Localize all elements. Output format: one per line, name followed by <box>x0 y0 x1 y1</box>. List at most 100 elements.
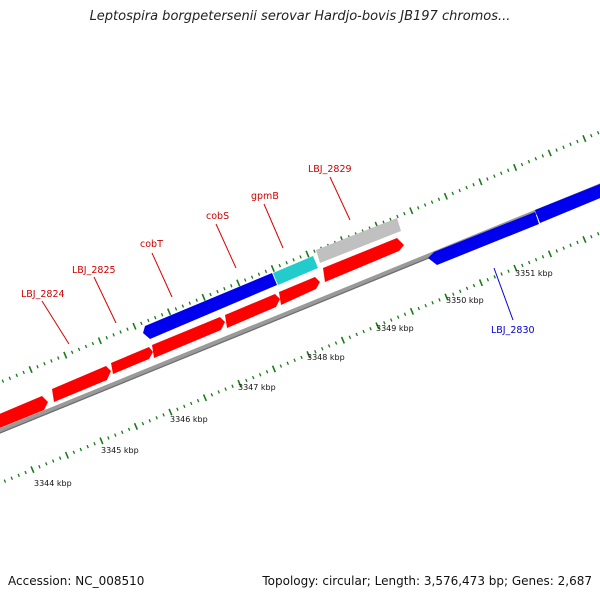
minor-tick <box>1 379 5 383</box>
minor-tick <box>314 349 317 354</box>
gene-arrow-lbj-2829[interactable] <box>323 238 404 282</box>
major-tick <box>132 322 137 330</box>
minor-tick <box>196 398 200 403</box>
gene-label-lbj-2830: LBJ_2830 <box>491 325 535 336</box>
minor-tick <box>50 359 53 363</box>
major-tick <box>409 207 414 215</box>
minor-tick <box>396 214 399 219</box>
major-tick <box>444 293 449 301</box>
major-tick <box>340 336 346 344</box>
gene-label-lines <box>41 176 514 345</box>
minor-tick <box>126 327 129 331</box>
minor-tick <box>321 347 324 351</box>
major-tick <box>443 192 448 200</box>
minor-tick <box>521 263 524 268</box>
major-tick <box>201 293 206 301</box>
minor-tick <box>112 333 115 337</box>
minor-tick <box>458 289 462 294</box>
gene-arrow-cobS[interactable] <box>225 294 280 328</box>
minor-tick <box>155 416 158 420</box>
minor-tick <box>383 321 386 325</box>
minor-tick <box>493 275 496 279</box>
minor-tick <box>362 329 365 334</box>
minor-tick <box>465 286 469 291</box>
scale-label: 3345 kbp <box>101 446 139 455</box>
minor-tick <box>390 318 393 322</box>
scale-label: 3351 kbp <box>515 269 553 278</box>
accession-label: Accession: NC_008510 <box>8 574 145 588</box>
major-tick <box>63 351 68 359</box>
minor-tick <box>430 200 434 204</box>
minor-tick <box>313 249 316 253</box>
feature-grey-block[interactable] <box>316 218 401 263</box>
minor-tick <box>590 234 593 239</box>
scale-label: 3346 kbp <box>170 415 208 424</box>
gene-arrow-lbj-2825[interactable] <box>111 347 153 374</box>
feature-rna-cyan[interactable] <box>273 256 318 285</box>
gene-arrow-cobT[interactable] <box>152 317 225 358</box>
major-tick <box>582 235 587 244</box>
scale-label: 3348 kbp <box>307 353 345 362</box>
minor-tick <box>250 275 254 279</box>
minor-tick <box>91 341 95 346</box>
minor-tick <box>520 162 524 167</box>
minor-tick <box>120 430 124 434</box>
minor-tick <box>84 344 88 349</box>
minor-tick <box>38 465 41 469</box>
minor-tick <box>160 312 164 317</box>
minor-tick <box>472 283 476 288</box>
minor-tick <box>209 292 212 297</box>
minor-tick <box>472 183 475 187</box>
minor-tick <box>17 473 20 478</box>
minor-tick <box>534 257 538 262</box>
minor-tick <box>195 298 198 302</box>
minor-tick <box>590 133 593 138</box>
minor-tick <box>576 240 579 245</box>
minor-tick <box>286 361 289 365</box>
minor-tick <box>252 375 255 380</box>
gene-arrow-gpmB[interactable] <box>279 277 320 305</box>
gene-arrow-lbj-2831[interactable] <box>535 180 600 223</box>
major-tick <box>478 279 484 287</box>
minor-tick <box>51 459 55 463</box>
minor-tick <box>437 197 441 201</box>
minor-tick <box>486 177 489 181</box>
minor-tick <box>300 355 303 360</box>
minor-tick <box>119 330 122 334</box>
major-tick <box>409 307 415 315</box>
major-tick <box>306 350 311 359</box>
minor-tick <box>107 436 110 440</box>
major-tick <box>547 250 553 258</box>
minor-tick <box>36 364 39 369</box>
gene-arrow-lbj-2823[interactable] <box>0 396 48 432</box>
chromosome-backbone <box>0 183 600 434</box>
minor-tick <box>224 387 227 391</box>
minor-tick <box>223 286 226 291</box>
minor-tick <box>105 336 108 340</box>
major-tick <box>237 379 242 387</box>
major-tick <box>30 466 35 474</box>
minor-tick <box>162 413 165 417</box>
gene-label-lbj-2825: LBJ_2825 <box>72 265 116 276</box>
major-tick <box>547 149 552 157</box>
gene-arrow-blue-block[interactable] <box>143 273 277 339</box>
minor-tick <box>8 376 12 380</box>
minor-tick <box>527 260 531 265</box>
minor-tick <box>24 470 27 475</box>
minor-tick <box>245 378 248 383</box>
minor-tick <box>57 356 60 360</box>
minor-tick <box>596 232 600 236</box>
minor-tick <box>278 263 282 268</box>
gene-arrow-lbj-2830[interactable] <box>428 212 539 265</box>
minor-tick <box>438 298 441 302</box>
major-tick <box>97 337 102 345</box>
minor-tick <box>348 335 352 340</box>
minor-tick <box>576 139 579 144</box>
minor-tick <box>569 142 572 147</box>
minor-tick <box>72 450 76 455</box>
minor-tick <box>43 362 46 366</box>
minor-tick <box>500 171 503 175</box>
major-tick <box>99 437 104 445</box>
gene-arrow-lbj-2824[interactable] <box>52 366 111 402</box>
